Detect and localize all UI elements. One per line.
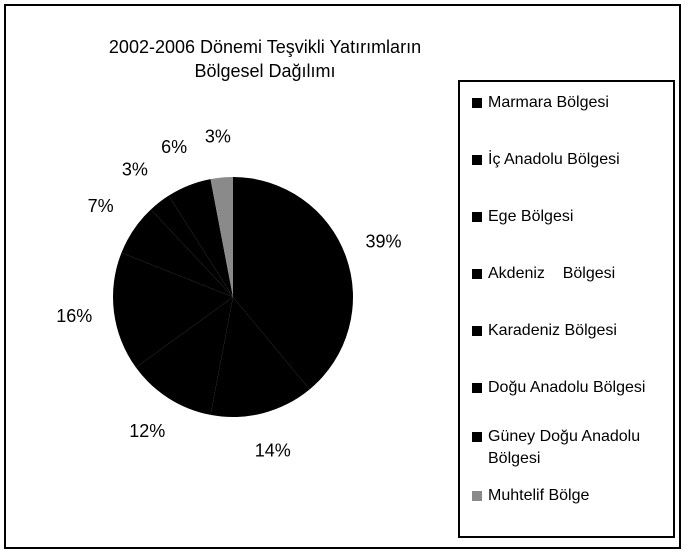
pie-slice <box>210 297 310 417</box>
legend: Marmara Bölgesi İç Anadolu Bölgesi Ege Böl… <box>458 80 675 538</box>
pie-slice <box>210 177 233 297</box>
legend-swatch <box>472 155 482 165</box>
data-label: 6% <box>161 137 187 157</box>
legend-item: Karadeniz Bölgesi <box>472 320 672 342</box>
legend-swatch <box>472 269 482 279</box>
legend-label: Doğu Anadolu Bölgesi <box>488 379 646 396</box>
data-label: 16% <box>56 306 92 326</box>
legend-label: Güney Doğu Anadolu Bölgesi <box>488 428 645 467</box>
legend-label: İç Anadolu Bölgesi <box>488 151 620 168</box>
legend-item: Akdeniz Bölgesi <box>472 263 672 285</box>
legend-item: Marmara Bölgesi <box>472 92 672 114</box>
pie-slice <box>168 179 233 297</box>
legend-label: Muhtelif Bölge <box>488 487 590 504</box>
pie-slice <box>233 177 354 390</box>
legend-swatch <box>472 432 482 442</box>
pie-slice <box>121 209 233 297</box>
chart-title: Bölgesel Dağılımı <box>194 61 335 81</box>
legend-item: Doğu Anadolu Bölgesi <box>472 377 672 399</box>
legend-item: İç Anadolu Bölgesi <box>472 149 672 171</box>
legend-item: Ege Bölgesi <box>472 206 672 228</box>
data-label: 7% <box>88 196 114 216</box>
data-label: 39% <box>366 232 402 252</box>
frame <box>4 4 681 549</box>
legend-swatch <box>472 98 482 108</box>
pie-slice <box>135 297 233 415</box>
legend-item: Muhtelif Bölge <box>472 485 672 507</box>
legend-label: Akdeniz Bölgesi <box>488 265 616 282</box>
data-label: 3% <box>122 159 148 179</box>
pie-slice <box>112 252 233 368</box>
legend-label: Marmara Bölgesi <box>488 94 609 111</box>
legend-item: Güney Doğu Anadolu Bölgesi <box>472 426 672 470</box>
chart-title: 2002-2006 Dönemi Teşvikli Yatırımların <box>109 37 421 57</box>
legend-label: Karadeniz Bölgesi <box>488 322 617 339</box>
legend-swatch <box>472 212 482 222</box>
data-label: 14% <box>255 441 291 461</box>
data-label: 12% <box>129 421 165 441</box>
pie-slice <box>150 195 233 297</box>
legend-swatch <box>472 383 482 393</box>
data-label: 3% <box>205 126 231 146</box>
legend-swatch <box>472 491 482 501</box>
legend-label: Ege Bölgesi <box>488 208 574 225</box>
legend-swatch <box>472 326 482 336</box>
